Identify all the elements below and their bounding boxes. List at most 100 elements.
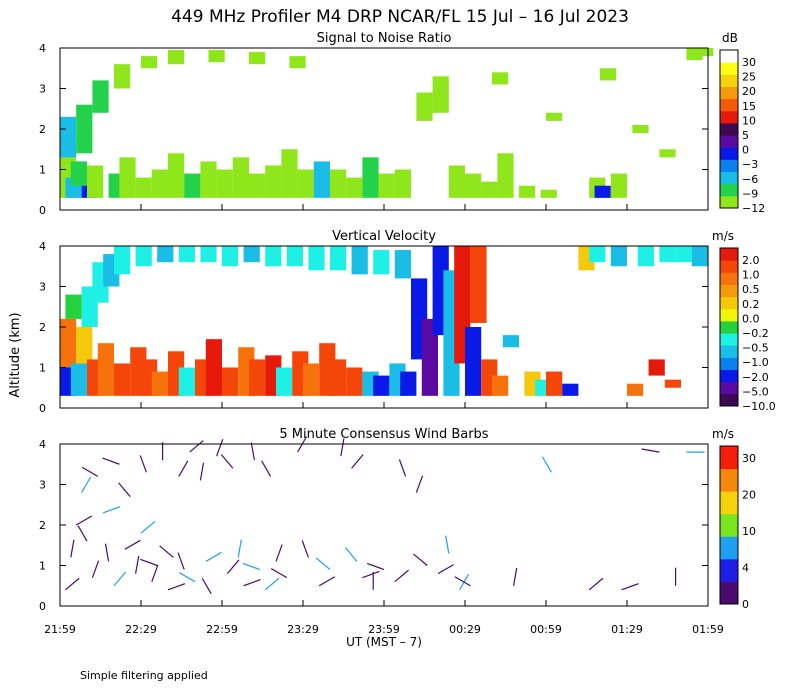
snr-cell [114,64,131,89]
x-axis-label: UT (MST – 7) [346,635,422,649]
wind-y-tick-label: 2 [39,519,46,532]
vv-cell [303,363,320,396]
snr-cell [600,68,617,81]
wind-barb [250,442,255,461]
vv-cell [421,318,438,396]
vv-cell [351,246,368,275]
wind-colorbar: 30 20 10 4 0 [719,445,756,611]
wind-barb [102,506,121,514]
vv-cell [373,375,390,396]
vv-cell [546,371,563,396]
vv-cell [178,246,195,263]
snr-cell [232,157,249,198]
snr-cell [119,157,136,198]
snr-cell [497,153,514,198]
wind-barb [205,551,222,562]
vv-cell [308,246,325,271]
wind-barb [541,456,552,473]
x-tick-label: 23:59 [368,623,400,636]
snr-colorbar-label: 0 [742,144,749,157]
wind-barb [264,577,280,591]
vv-colorbar-label: −0.5 [742,342,769,355]
snr-y-tick-label: 3 [39,83,46,96]
snr-cell [168,153,185,198]
snr-cell [610,173,627,198]
wind-barb [243,579,261,587]
wind-barb [77,525,88,542]
vv-cell [135,246,152,267]
wind-barb [445,535,450,554]
snr-colorbar-unit: dB [722,31,738,45]
wind-barb [237,539,242,558]
snr-y-tick-label: 1 [39,164,46,177]
wind-colorbar-label: 10 [742,525,756,538]
vv-colorbar: 2.0 1.00.5 0.20.0 −0.2 −0.5−1.0 −2.0−5.0 −10.0 [719,247,776,413]
vv-colorbar-unit: m/s [712,229,734,243]
wind-colorbar-label: 30 [742,452,756,465]
vv-y-tick-label: 0 [39,402,46,415]
vv-cell [465,327,482,396]
wind-barb [270,568,288,579]
snr-colorbar-label: 15 [742,100,756,113]
snr-cell [697,48,714,57]
vv-cell [205,339,222,396]
vv-colorbar-swatch [720,333,738,346]
vv-colorbar-swatch [720,248,738,261]
wind-y-tick-label: 3 [39,479,46,492]
vv-cell [637,246,654,267]
snr-cell [519,185,536,198]
x-tick-label: 21:59 [44,623,76,636]
snr-cell [594,185,611,198]
wind-colorbar-unit: m/s [712,427,734,441]
snr-cell [216,169,233,198]
wind-barb [135,555,140,574]
vv-cell [346,367,363,396]
snr-cell [465,173,482,198]
snr-y-tick-label: 4 [39,42,46,55]
snr-cell [184,173,201,198]
snr-colorbar-swatch [720,50,738,63]
vv-cell [65,294,82,319]
vv-cell [114,363,131,396]
vv-colorbar-swatch [720,369,738,383]
vv-y-tick-label: 3 [39,281,46,294]
snr-colorbar-label: 25 [742,71,756,84]
snr-colorbar-frame [719,49,739,209]
wind-barb [413,553,428,566]
vv-colorbar-label: −1.0 [742,356,769,369]
snr-panel-title: Signal to Noise Ratio [317,31,452,46]
vv-cell [151,371,168,396]
vv-cell [562,383,579,396]
wind-colorbar-label: 4 [742,562,749,575]
snr-cell [151,169,168,198]
wind-colorbar-swatch [720,468,738,492]
wind-barb [159,545,174,558]
wind-barb [394,569,409,583]
wind-barb [318,576,336,587]
wind-barb [415,475,424,493]
wind-colorbar-swatch [720,491,738,515]
snr-colorbar-swatch [720,159,738,173]
wind-barb [140,558,158,567]
vv-cell [400,371,417,396]
snr-cell [168,50,185,65]
vv-cell [470,246,487,323]
vv-cell [330,359,347,396]
wind-barb [104,543,110,562]
snr-cell [135,177,152,198]
vv-colorbar-swatch [720,272,738,285]
wind-plot-area [60,444,708,606]
wind-colorbar-swatch [720,446,738,470]
vv-cell [492,375,509,396]
snr-cell [289,56,306,69]
snr-cell [87,165,104,198]
snr-y-ticks: 0 1 2 3 4 [39,42,709,217]
snr-colorbar-swatch [720,110,738,124]
snr-cell [632,124,649,134]
vv-cell [659,246,676,263]
vv-y-tick-label: 4 [39,240,46,253]
snr-y-tick-label: 0 [39,204,46,217]
